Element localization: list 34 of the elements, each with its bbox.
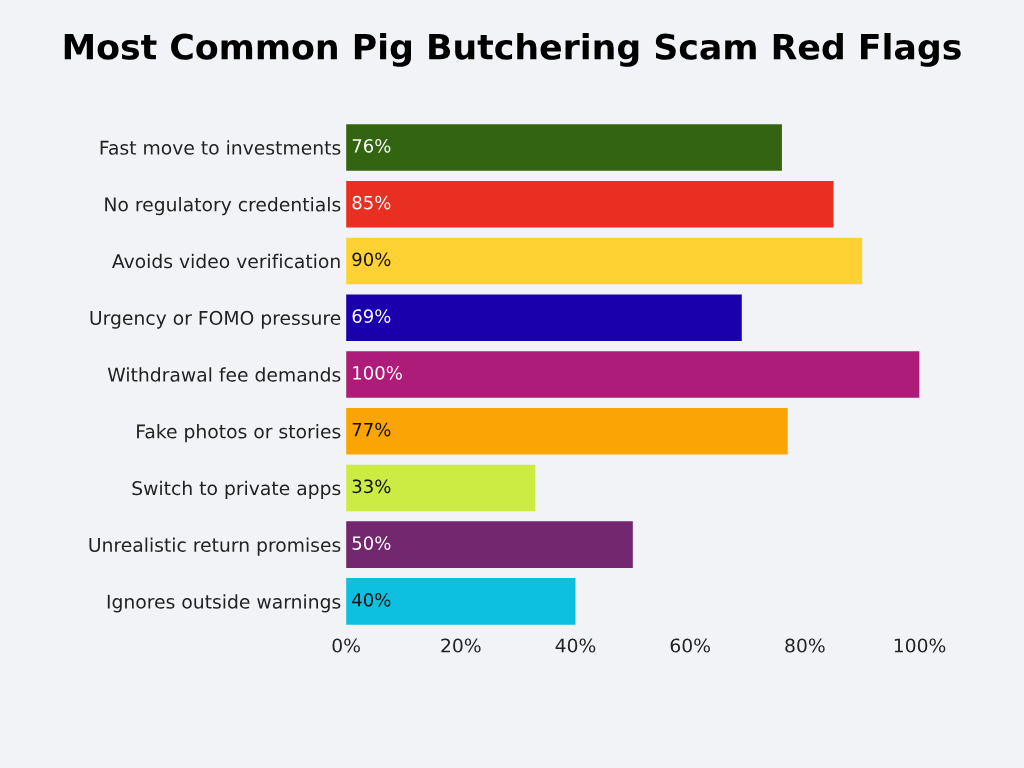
x-tick-label: 40% <box>555 638 596 653</box>
y-tick-label: No regulatory credentials <box>105 197 341 216</box>
x-tick-label: 20% <box>441 638 481 653</box>
y-tick-label: Urgency or FOMO pressure <box>90 310 341 329</box>
data-label: 100% <box>353 365 402 380</box>
bar <box>346 407 788 455</box>
bar <box>346 124 782 171</box>
bar <box>346 351 920 398</box>
data-label: 69% <box>352 309 391 323</box>
bar <box>346 521 633 568</box>
y-tick-label: Ignores outside warnings <box>107 594 341 613</box>
x-tick-label: 100% <box>894 638 946 653</box>
data-label: 90% <box>352 252 391 267</box>
data-label: 85% <box>352 195 391 210</box>
y-tick-label: Switch to private apps <box>132 480 341 499</box>
data-label: 76% <box>352 138 391 153</box>
y-tick-label: Fast move to investments <box>100 140 341 155</box>
x-tick-label: 80% <box>785 638 825 653</box>
bar <box>346 237 863 285</box>
x-tick-label: 60% <box>670 638 710 653</box>
data-label: 50% <box>352 536 391 550</box>
data-label: 33% <box>352 479 391 494</box>
x-tick-label: 0% <box>332 638 360 653</box>
y-tick-label: Unrealistic return promises <box>89 537 341 556</box>
data-label: 40% <box>352 592 391 607</box>
y-tick-label: Avoids video verification <box>112 253 340 269</box>
data-label: 77% <box>352 422 391 437</box>
y-tick-label: Fake photos or stories <box>137 424 341 443</box>
bar <box>346 464 536 512</box>
bar <box>346 294 742 341</box>
y-tick-label: Withdrawal fee demands <box>107 367 341 382</box>
chart-title: Most Common Pig Butchering Scam Red Flags <box>64 32 961 67</box>
bar <box>346 578 576 625</box>
bar <box>346 180 834 228</box>
